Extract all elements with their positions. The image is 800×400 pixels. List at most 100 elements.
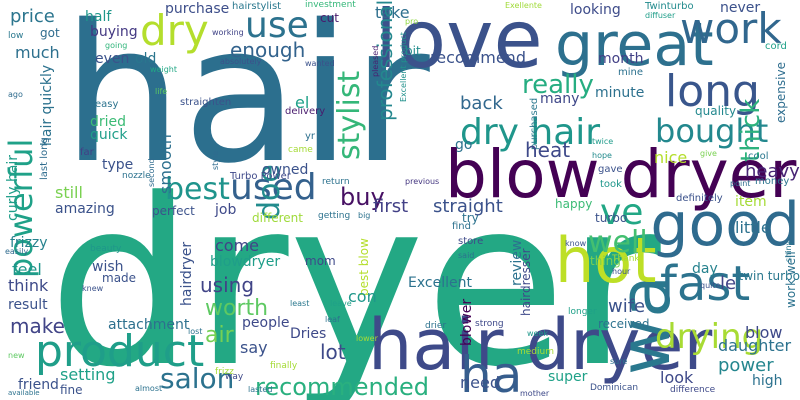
cloud-word-40: never [720,0,761,16]
cloud-word-98: nozzle [122,171,151,181]
cloud-word-120: frizzy [10,235,48,251]
cloud-word-55: even [95,51,130,67]
cloud-word-132: thing [590,254,621,268]
cloud-word-124: store [458,236,484,247]
cloud-word-141: knew [82,284,104,293]
cloud-word-35: take [375,3,410,22]
cloud-word-77: many [540,91,580,107]
cloud-word-46: buying [90,24,138,40]
cloud-word-100: Turbo Power [230,171,291,182]
cloud-word-87: money [755,176,790,187]
cloud-word-165: Dries [290,326,327,342]
cloud-word-156: leave [330,299,352,308]
cloud-word-113: job [215,202,237,218]
cloud-word-16: dry hair [460,112,601,153]
cloud-word-185: need [460,373,500,392]
cloud-word-48: recommend [430,48,526,67]
cloud-word-192: Dominican [590,383,639,393]
cloud-word-169: strong [475,319,504,329]
cloud-word-109: first [373,196,409,217]
cloud-word-101: return [322,177,350,187]
cloud-word-50: cord [765,41,787,52]
cloud-word-7: dry [140,6,209,55]
cloud-word-0: hair [62,0,430,205]
cloud-word-103: gave [598,164,623,175]
cloud-word-134: said [458,251,475,260]
cloud-word-112: perfect [152,204,195,218]
cloud-word-39: looking [570,2,621,18]
cloud-word-105: definitely [676,193,723,204]
cloud-word-114: different [252,211,303,225]
cloud-word-12: fast [660,256,751,312]
cloud-word-168: drier [425,321,447,331]
cloud-word-175: lot [320,340,346,364]
cloud-word-10: good [650,190,800,260]
cloud-word-68: life [155,87,168,96]
cloud-word-9: work [680,4,782,53]
cloud-word-125: know [565,239,587,248]
cloud-word-179: frizz [215,367,234,377]
cloud-word-73: delivery [285,106,326,117]
cloud-word-142: made [102,271,137,285]
cloud-word-27: salon [160,362,235,395]
cloud-word-14: bought [655,112,769,150]
cloud-word-67: easy [95,99,119,110]
cloud-word-36: cut [320,11,339,25]
cloud-word-83: give [700,149,717,158]
cloud-word-96: last long [39,137,50,180]
cloud-word-28: ha [460,346,523,400]
cloud-word-144: using [200,273,255,297]
cloud-word-97: curly hair [5,154,21,221]
cloud-word-157: blower [459,298,475,346]
cloud-word-66: low [8,31,24,41]
cloud-word-80: hope [592,151,612,160]
cloud-word-140: think [8,276,49,295]
cloud-word-143: hairdryer [179,241,195,306]
cloud-word-111: happy [555,197,593,211]
cloud-word-148: hairdresser [519,248,533,316]
cloud-word-2: love [375,0,543,86]
cloud-word-4: blow dryer [445,136,797,213]
cloud-word-110: straight [433,196,503,217]
cloud-word-93: came [288,145,313,155]
cloud-word-160: blow [745,323,783,342]
cloud-word-176: new [8,351,25,360]
cloud-word-52: minute [595,85,645,101]
cloud-word-171: daughter [718,336,792,355]
cloud-word-118: turbo [595,211,628,225]
cloud-word-106: item [735,194,767,210]
cloud-word-53: expensive [774,62,788,123]
cloud-word-99: second [147,158,156,187]
cloud-word-51: mine [618,67,644,78]
cloud-word-58: got [40,26,60,40]
cloud-word-174: say [240,338,268,357]
cloud-word-5: hair dryer [368,304,713,386]
cloud-word-64: pleased [371,45,380,77]
cloud-word-164: lost [188,327,203,336]
cloud-word-186: available [8,389,40,397]
cloud-word-45: much [15,43,60,62]
cloud-word-32: price [10,6,55,27]
cloud-word-167: lower [356,334,378,343]
cloud-word-34: purchase [165,1,230,17]
cloud-word-119: little [735,218,771,237]
cloud-word-137: twin turbo [738,269,800,283]
cloud-word-158: received [598,317,650,331]
cloud-word-182: super [548,369,588,385]
cloud-word-18: best [165,172,230,207]
cloud-word-90: far [80,147,94,158]
cloud-word-161: make [10,314,65,338]
cloud-word-43: pro [405,17,419,26]
cloud-word-108: amazing [55,201,115,217]
cloud-word-190: lasted [248,385,273,394]
cloud-word-19: used [230,167,317,208]
cloud-word-122: blowdryer [210,254,281,270]
cloud-word-21: stylist [332,70,367,160]
cloud-word-60: working [212,28,244,37]
cloud-word-127: easily [5,247,29,256]
cloud-word-129: wish [92,259,124,275]
cloud-word-38: investment [305,0,356,10]
cloud-word-91: type [102,157,134,173]
cloud-word-193: difference [670,385,716,395]
